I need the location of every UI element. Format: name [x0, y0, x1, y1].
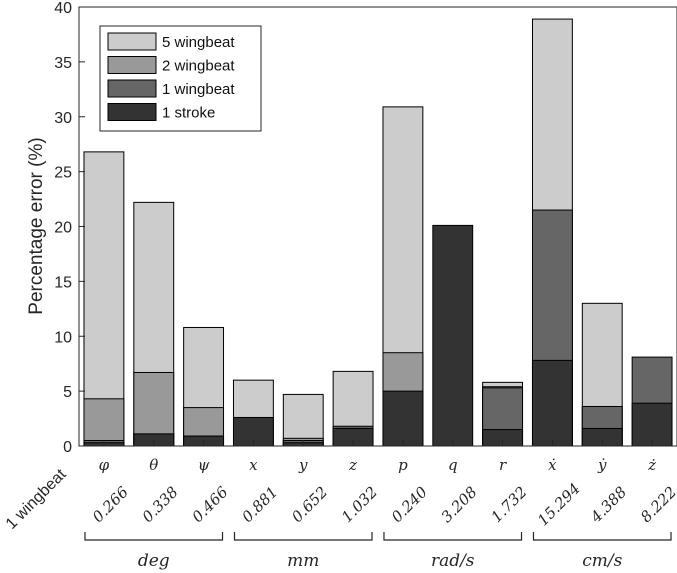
bar-1-stroke-6 [382, 390, 424, 447]
legend-swatch-3 [107, 103, 157, 121]
row-value-8: 1.732 [487, 483, 530, 526]
legend-swatch-0 [107, 32, 157, 51]
x-category-label-11: ż [647, 456, 656, 474]
x-category-label-3: x [249, 456, 258, 474]
axes-layer: 0 5 10 15 20 25 30 35 40 [54, 0, 677, 456]
y-axis-label: Percentage error (%) [26, 137, 47, 314]
below-axis-layer: φ θ ψ x y z p q r ẋ ẏ ż 0.266 0.338 0.466 0.881 0.652 1.0… [84, 456, 677, 571]
row-value-0: 0.266 [89, 483, 132, 526]
row-value-9: 15.294 [534, 480, 584, 530]
legend-label-0: 5 wingbeat [162, 34, 235, 51]
y-tick-label-10: 10 [54, 329, 72, 346]
row-value-4: 0.652 [288, 483, 331, 526]
y-tick-label-40: 40 [54, 0, 72, 17]
unit-bracket-0 [84, 532, 224, 541]
y-tick-label-25: 25 [54, 165, 72, 182]
y-tick-label-0: 0 [63, 439, 72, 456]
x-category-label-10: ẏ [597, 456, 607, 474]
unit-label-1: mm [287, 551, 319, 571]
unit-label-3: cm/s [582, 551, 622, 571]
y-tick-label-15: 15 [54, 274, 72, 291]
x-category-label-2: ψ [198, 456, 210, 474]
bar-5-wingbeat-4 [282, 393, 324, 447]
x-category-label-4: y [298, 456, 308, 474]
bar-1-stroke-7 [432, 224, 474, 447]
x-category-label-1: θ [149, 456, 158, 474]
row-value-1: 0.338 [139, 483, 182, 526]
unit-bracket-2 [383, 532, 523, 541]
row-value-3: 0.881 [238, 483, 281, 526]
legend-label-1: 2 wingbeat [162, 58, 235, 75]
x-category-label-7: q [448, 456, 458, 474]
y-tick-label-35: 35 [54, 55, 72, 72]
y-tick-label-5: 5 [63, 384, 72, 401]
bar-1-stroke-9 [531, 359, 573, 447]
x-category-label-0: φ [99, 456, 110, 474]
row-value-2: 0.466 [188, 483, 231, 526]
row-value-10: 4.388 [586, 483, 630, 527]
row-value-6: 0.240 [388, 483, 431, 526]
row-value-5: 1.032 [338, 483, 381, 526]
bar-1-stroke-11 [631, 402, 673, 447]
bar-2-wingbeat-0 [83, 398, 125, 447]
row-value-11: 8.222 [637, 483, 677, 526]
x-category-label-8: r [499, 456, 507, 474]
legend-label-3: 1 stroke [162, 105, 215, 122]
row-label: 1 wingbeat [3, 466, 70, 533]
x-category-label-5: z [348, 456, 357, 474]
unit-label-0: deg [138, 551, 170, 571]
x-category-label-9: ẋ [548, 456, 557, 474]
unit-bracket-1 [233, 532, 373, 541]
legend-swatch-1 [107, 56, 157, 74]
x-category-label-6: p [398, 456, 408, 474]
unit-bracket-3 [532, 532, 672, 541]
legend: 5 wingbeat 2 wingbeat 1 wingbeat 1 stroke [99, 25, 262, 132]
legend-label-2: 1 wingbeat [162, 81, 235, 98]
bar-5-wingbeat-0 [83, 151, 125, 447]
unit-label-2: rad/s [431, 551, 475, 571]
y-tick-label-20: 20 [54, 220, 72, 237]
row-value-7: 3.208 [438, 483, 481, 526]
y-tick-label-30: 30 [54, 110, 72, 127]
legend-swatch-2 [107, 79, 157, 98]
